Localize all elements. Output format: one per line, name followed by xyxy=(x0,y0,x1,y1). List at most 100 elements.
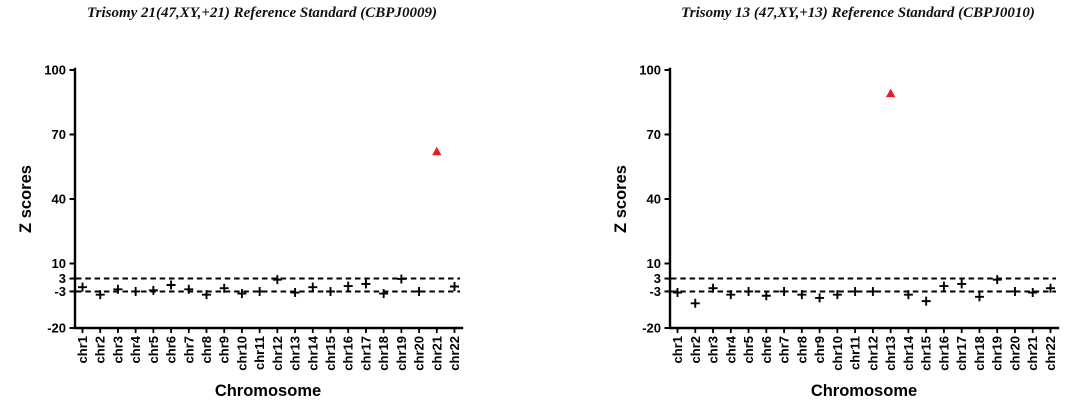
data-point-plus xyxy=(868,286,878,296)
x-tick-label: chr1 xyxy=(75,336,90,363)
x-tick-label: chr14 xyxy=(901,335,916,370)
data-point-plus xyxy=(1010,286,1020,296)
outlier-triangle xyxy=(885,88,896,98)
data-point-plus xyxy=(414,286,424,296)
data-point-plus xyxy=(690,298,700,308)
y-tick-label: 10 xyxy=(647,256,661,271)
data-point-plus xyxy=(343,281,353,291)
x-tick-label: chr4 xyxy=(723,335,738,363)
x-tick-label: chr7 xyxy=(777,336,792,363)
x-tick-label: chr15 xyxy=(323,336,338,371)
y-axis-label: Z scores xyxy=(17,165,35,233)
y-tick-label: 100 xyxy=(639,63,661,78)
y-axis-label: Z scores xyxy=(612,165,630,233)
x-tick-label: chr13 xyxy=(883,336,898,371)
data-point-plus xyxy=(95,290,105,300)
x-tick-label: chr16 xyxy=(341,336,356,371)
data-point-plus xyxy=(450,282,459,292)
x-tick-label: chr10 xyxy=(830,336,845,371)
x-tick-label: chr19 xyxy=(394,336,409,371)
y-tick-label: -3 xyxy=(649,284,661,299)
data-point-plus xyxy=(815,293,825,303)
data-point-plus xyxy=(78,282,87,292)
y-tick-label: -20 xyxy=(642,321,661,336)
x-tick-label: chr18 xyxy=(376,336,391,371)
y-tick-label: -20 xyxy=(47,321,66,336)
data-point-plus xyxy=(708,283,718,293)
data-point-plus xyxy=(184,284,194,294)
x-tick-label: chr15 xyxy=(919,336,934,371)
chart-trisomy13-panel: Trisomy 13 (47,XY,+13) Reference Standar… xyxy=(612,5,1060,400)
x-tick-label: chr17 xyxy=(358,336,373,371)
y-tick-label: -3 xyxy=(54,284,66,299)
x-tick-label: chr12 xyxy=(270,336,285,371)
x-tick-label: chr19 xyxy=(990,336,1005,371)
x-tick-label: chr3 xyxy=(706,336,721,363)
data-point-plus xyxy=(797,290,807,300)
axis-frame xyxy=(73,67,464,330)
x-tick-label: chr17 xyxy=(954,336,969,371)
x-tick-label: chr6 xyxy=(759,336,774,363)
y-tick-label: 100 xyxy=(44,63,66,78)
data-point-plus xyxy=(1028,288,1038,298)
x-tick-label: chr11 xyxy=(252,336,267,370)
data-point-plus xyxy=(308,282,318,292)
data-point-plus xyxy=(673,288,682,298)
axis-frame xyxy=(668,67,1060,330)
x-tick-label: chr9 xyxy=(217,336,232,363)
data-point-plus xyxy=(726,290,736,300)
x-tick-label: chr12 xyxy=(865,336,880,371)
x-tick-label: chr3 xyxy=(110,336,125,363)
x-tick-label: chr14 xyxy=(305,335,320,370)
data-point-plus xyxy=(921,296,931,306)
data-point-plus xyxy=(832,290,842,300)
x-axis-label: Chromosome xyxy=(811,382,917,400)
data-point-plus xyxy=(379,289,389,299)
x-tick-label: chr9 xyxy=(812,336,827,363)
x-tick-label: chr13 xyxy=(288,336,303,371)
x-tick-label: chr16 xyxy=(936,336,951,371)
y-tick-label: 70 xyxy=(647,127,661,142)
data-point-plus xyxy=(219,283,229,293)
data-point-plus xyxy=(850,286,860,296)
x-tick-label: chr21 xyxy=(1025,336,1040,371)
x-tick-label: chr18 xyxy=(972,336,987,371)
x-tick-label: chr22 xyxy=(447,336,462,371)
x-tick-label: chr11 xyxy=(848,336,863,370)
data-point-plus xyxy=(148,285,158,295)
data-point-plus xyxy=(272,275,282,285)
data-point-plus xyxy=(974,292,984,302)
data-point-plus xyxy=(992,275,1002,285)
data-point-plus xyxy=(779,286,789,296)
data-point-plus xyxy=(939,281,949,291)
data-point-plus xyxy=(903,290,913,300)
data-point-plus xyxy=(396,274,406,284)
data-point-plus xyxy=(166,280,176,290)
x-tick-label: chr8 xyxy=(794,336,809,363)
x-tick-label: chr1 xyxy=(670,336,685,363)
data-point-plus xyxy=(237,289,247,299)
data-point-plus xyxy=(131,286,141,296)
x-tick-label: chr10 xyxy=(234,336,249,371)
x-tick-label: chr21 xyxy=(429,336,444,371)
data-point-plus xyxy=(361,279,371,289)
y-tick-label: 40 xyxy=(647,192,661,207)
x-tick-label: chr7 xyxy=(181,336,196,363)
y-tick-label: 3 xyxy=(59,271,66,286)
data-point-plus xyxy=(113,284,123,294)
x-axis-label: Chromosome xyxy=(215,382,321,400)
chart-title: Trisomy 21(47,XY,+21) Reference Standard… xyxy=(87,5,437,21)
data-point-plus xyxy=(1046,283,1055,293)
x-tick-label: chr2 xyxy=(688,336,703,363)
x-tick-label: chr2 xyxy=(93,336,108,363)
x-tick-label: chr5 xyxy=(741,336,756,363)
x-tick-label: chr20 xyxy=(412,336,427,371)
x-tick-label: chr4 xyxy=(128,335,143,363)
chart-trisomy21-panel: Trisomy 21(47,XY,+21) Reference Standard… xyxy=(17,5,464,400)
x-tick-label: chr22 xyxy=(1043,336,1058,371)
x-tick-label: chr5 xyxy=(146,336,161,363)
outlier-triangle xyxy=(432,146,442,156)
